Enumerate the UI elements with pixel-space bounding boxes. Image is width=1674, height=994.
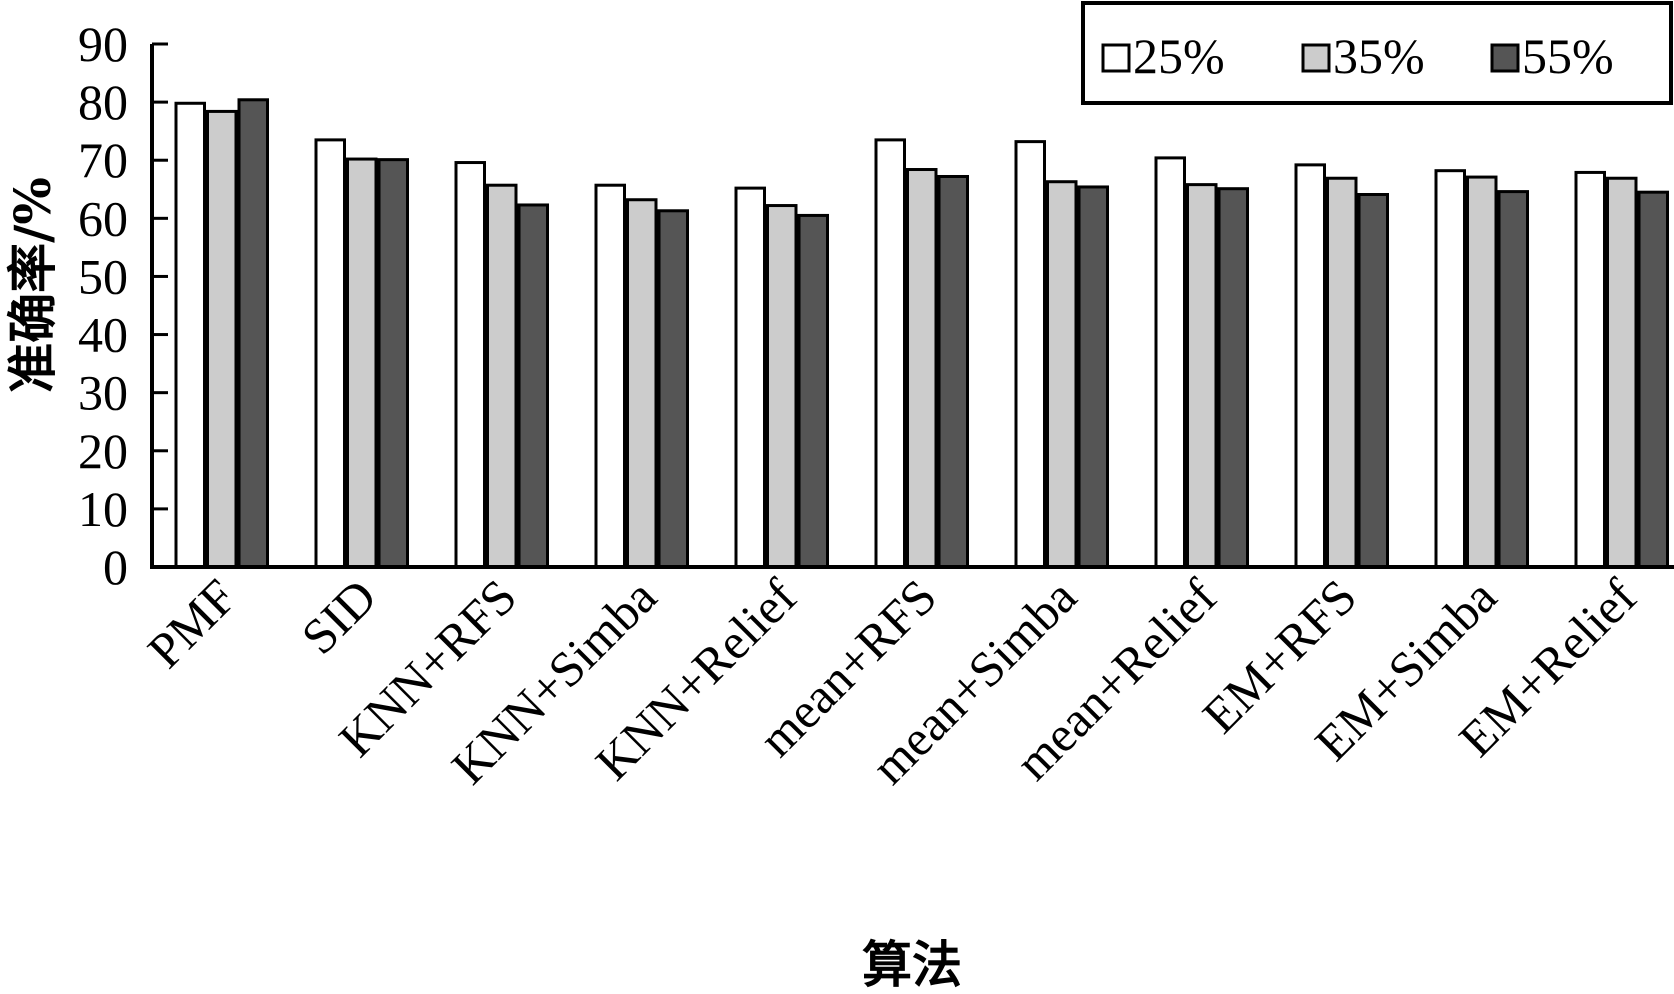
bar-em-rfs-35pct [1326,176,1358,569]
legend-swatch [1301,43,1331,73]
bar-mean-simba-35pct [1046,180,1078,569]
y-tick-label: 0 [103,539,128,595]
legend-swatch [1490,43,1520,73]
bar-em-simba-25pct [1434,169,1466,569]
bar-mean-relief-35pct [1186,183,1218,569]
bar-knn-relief-55pct [797,213,829,569]
y-tick-label: 80 [78,74,128,130]
legend-swatch [1101,43,1131,73]
y-tick-label: 90 [78,16,128,72]
bar-mean-rfs-35pct [906,168,938,569]
bar-knn-relief-25pct [734,186,766,569]
bar-mean-relief-55pct [1217,187,1249,569]
bar-em-rfs-25pct [1294,163,1326,569]
y-tick-label: 50 [78,248,128,304]
bar-knn-rfs-35pct [486,183,518,569]
bar-sid-55pct [377,158,409,569]
bar-em-simba-55pct [1497,190,1529,569]
x-axis-title: 算法 [862,935,962,994]
bar-em-relief-25pct [1574,170,1606,569]
bar-mean-simba-55pct [1077,185,1109,569]
legend-label: 35% [1333,28,1425,84]
bar-sid-25pct [314,138,346,569]
x-tick-label: PMF [137,568,247,678]
bar-pmf-35pct [206,109,238,569]
y-tick-label: 40 [78,307,128,363]
bars-group [174,98,1669,569]
bar-em-rfs-55pct [1357,193,1389,569]
legend-label: 25% [1133,28,1225,84]
bar-knn-rfs-55pct [517,203,549,569]
legend-box [1081,1,1673,105]
bar-mean-relief-25pct [1154,156,1186,569]
x-axis: PMF SIDKNN+RFSKNN+SimbaKNN+Reliefmean+RFS… [137,565,1674,795]
y-tick-label: 30 [78,365,128,421]
bar-knn-simba-25pct [594,183,626,569]
bar-knn-simba-35pct [626,198,658,569]
bar-mean-rfs-25pct [874,138,906,569]
y-tick-label: 20 [78,423,128,479]
y-axis-title: 准确率/% [3,177,62,393]
bar-pmf-25pct [174,101,206,569]
x-tick-label: SID [290,568,387,665]
bar-knn-rfs-25pct [454,161,486,569]
bar-knn-simba-55pct [657,209,689,569]
legend: 25% 35% 55% [1081,1,1673,105]
y-tick-label: 70 [78,132,128,188]
bar-em-relief-55pct [1637,190,1669,569]
y-tick-label: 60 [78,190,128,246]
bar-mean-simba-25pct [1014,140,1046,569]
bar-em-relief-35pct [1606,176,1638,569]
bar-sid-35pct [346,157,378,569]
bar-em-simba-35pct [1466,175,1498,569]
y-tick-label: 10 [78,481,128,537]
bar-knn-relief-35pct [766,204,798,569]
bar-mean-rfs-55pct [937,174,969,569]
bar-pmf-55pct [237,98,269,569]
legend-label: 55% [1522,28,1614,84]
